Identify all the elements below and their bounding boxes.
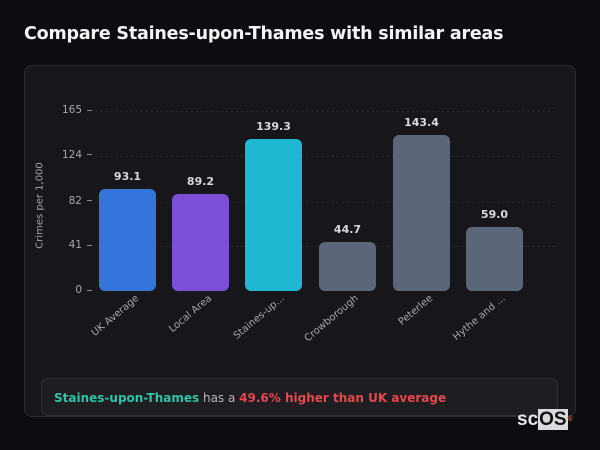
- bar[interactable]: [245, 139, 302, 291]
- x-tick-label: Crowborough: [302, 293, 361, 345]
- x-tick-label: Local Area: [166, 293, 214, 335]
- bar-value-label: 59.0: [480, 207, 509, 221]
- y-tick: 165: [40, 104, 92, 116]
- watermark-logo: scOS®: [517, 409, 573, 430]
- bar[interactable]: [172, 193, 229, 291]
- bar-value-label: 93.1: [113, 170, 142, 184]
- bar[interactable]: [319, 242, 376, 291]
- bar[interactable]: [99, 189, 156, 291]
- x-tick-label: UK Average: [89, 293, 141, 339]
- page-title: Compare Staines-upon-Thames with similar…: [24, 24, 504, 44]
- grid-line: [95, 155, 555, 157]
- y-tick: 41: [40, 239, 92, 251]
- x-tick-label: Hythe and ...: [450, 293, 508, 343]
- bar-value-label: 143.4: [404, 115, 439, 129]
- grid-line: [95, 111, 555, 112]
- y-tick: 124: [40, 149, 92, 161]
- insight-banner: Staines-upon-Thames has a 49.6% higher t…: [41, 378, 558, 416]
- insight-difference: 49.6% higher than UK average: [239, 391, 447, 405]
- x-tick-label: Peterlee: [396, 293, 435, 328]
- y-tick: 0: [40, 284, 92, 296]
- bar-value-label: 139.3: [256, 120, 291, 134]
- x-tick-label: Staines-up...: [231, 293, 287, 342]
- y-tick: 82: [40, 195, 92, 207]
- grid-line: [95, 201, 555, 203]
- insight-place: Staines-upon-Thames: [54, 391, 200, 405]
- bar[interactable]: [393, 134, 450, 291]
- bar-value-label: 44.7: [333, 223, 362, 237]
- bar-value-label: 89.2: [186, 174, 215, 188]
- bar[interactable]: [466, 226, 523, 291]
- insight-connector: has a: [199, 391, 240, 405]
